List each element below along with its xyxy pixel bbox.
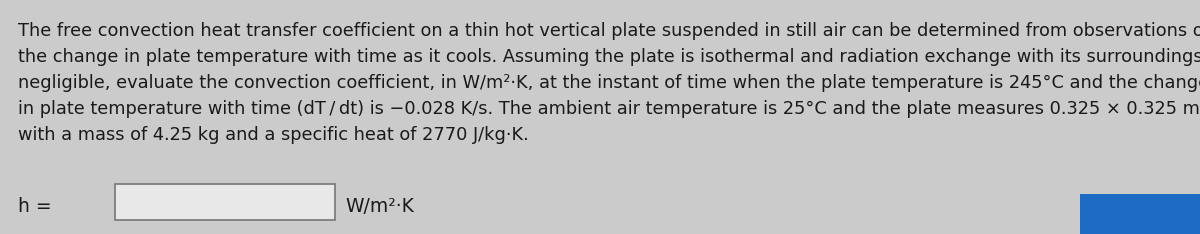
Text: in plate temperature with time (dT / dt) is −0.028 K/s. The ambient air temperat: in plate temperature with time (dT / dt)… — [18, 100, 1200, 118]
Text: negligible, evaluate the convection coefficient, in W/m²·K, at the instant of ti: negligible, evaluate the convection coef… — [18, 74, 1200, 92]
Text: W/m²·K: W/m²·K — [346, 197, 414, 216]
Text: h =: h = — [18, 197, 52, 216]
Text: the change in plate temperature with time as it cools. Assuming the plate is iso: the change in plate temperature with tim… — [18, 48, 1200, 66]
Bar — [1080, 194, 1200, 234]
Text: with a mass of 4.25 kg and a specific heat of 2770 J/kg·K.: with a mass of 4.25 kg and a specific he… — [18, 126, 529, 144]
Bar — [115, 184, 335, 220]
Text: The free convection heat transfer coefficient on a thin hot vertical plate suspe: The free convection heat transfer coeffi… — [18, 22, 1200, 40]
